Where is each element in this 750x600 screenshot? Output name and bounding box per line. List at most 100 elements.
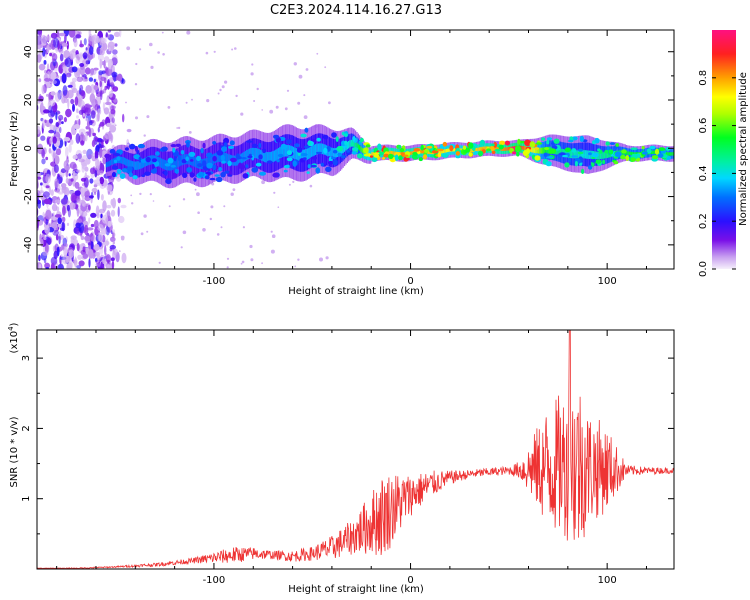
heatmap-noise-cell xyxy=(99,176,105,185)
heatmap-noise-cell xyxy=(77,254,82,260)
colorbar-gradient xyxy=(712,30,736,269)
heatmap-blob-cell xyxy=(377,151,384,156)
heatmap-noise-cell xyxy=(108,175,115,184)
heatmap-noise-cell xyxy=(37,190,41,199)
heatmap-blob-cell xyxy=(388,153,394,160)
heatmap-blob-cell xyxy=(193,177,197,182)
heatmap-core-cell xyxy=(207,157,209,168)
heatmap-core-cell xyxy=(484,146,486,150)
heatmap-blob-cell xyxy=(300,153,308,157)
heatmap-blob-cell xyxy=(328,160,334,165)
heatmap-sparse-cell xyxy=(130,194,133,197)
heatmap-core-cell xyxy=(555,147,558,155)
snr-series-line xyxy=(37,330,674,569)
heatmap-core-cell xyxy=(605,152,607,159)
heatmap-noise-cell xyxy=(117,206,120,217)
heatmap-sparse-cell xyxy=(230,192,234,196)
heatmap-noise-cell xyxy=(82,112,85,117)
heatmap-blob-cell xyxy=(479,139,485,146)
heatmap-core-cell xyxy=(220,151,222,162)
heatmap-blob-cell xyxy=(336,145,344,152)
heatmap-sparse-cell xyxy=(126,143,129,146)
heatmap-noise-cell xyxy=(41,148,46,159)
heatmap-noise-cell xyxy=(99,58,103,69)
heatmap-blob-cell xyxy=(204,175,210,180)
heatmap-sparse-cell xyxy=(292,180,295,183)
heatmap-blob-cell xyxy=(326,145,331,152)
heatmap-noise-cell xyxy=(57,173,60,178)
heatmap-sparse-cell xyxy=(319,257,323,262)
heatmap-core-cell xyxy=(572,150,574,159)
heatmap-core-cell xyxy=(478,147,481,151)
heatmap-core-cell xyxy=(390,150,392,155)
heatmap-core-cell xyxy=(250,148,252,159)
spectrogram-ticks: -100 0 100 -40 -20 0 20 40 xyxy=(23,30,674,287)
heatmap-blob-cell xyxy=(283,169,288,173)
heatmap-noise-cell xyxy=(79,90,85,97)
heatmap-core-cell xyxy=(415,150,417,154)
heatmap-blob-cell xyxy=(177,154,181,161)
heatmap-noise-cell xyxy=(85,60,90,65)
heatmap-core-cell xyxy=(601,152,603,159)
heatmap-blob-cell xyxy=(426,145,433,149)
y-tick-label: 3 xyxy=(21,355,32,361)
heatmap-blob-cell xyxy=(181,159,187,164)
snr-ticks: -100 0 100 1 2 3 xyxy=(21,330,674,586)
heatmap-core-cell xyxy=(209,156,211,167)
heatmap-blob-cell xyxy=(134,146,139,152)
heatmap-sparse-cell xyxy=(224,80,228,84)
heatmap-blob-cell xyxy=(315,167,321,174)
heatmap-sparse-cell xyxy=(211,182,215,186)
heatmap-core-cell xyxy=(445,149,447,153)
heatmap-blob-cell xyxy=(129,143,136,150)
heatmap-blob-cell xyxy=(514,145,522,152)
heatmap-core-cell xyxy=(180,155,182,166)
heatmap-noise-cell xyxy=(78,128,86,135)
heatmap-blob-cell xyxy=(455,151,460,156)
heatmap-sparse-cell xyxy=(253,100,256,102)
heatmap-core-cell xyxy=(328,146,331,157)
heatmap-noise-cell xyxy=(50,71,57,80)
heatmap-noise-cell xyxy=(104,245,107,256)
heatmap-noise-cell xyxy=(100,76,106,81)
heatmap-noise-cell xyxy=(63,116,67,123)
heatmap-noise-cell xyxy=(100,37,107,44)
heatmap-blob-cell xyxy=(524,139,532,146)
heatmap-blob-cell xyxy=(255,162,262,167)
heatmap-core-cell xyxy=(410,151,412,155)
heatmap-core-cell xyxy=(112,158,114,165)
heatmap-noise-cell xyxy=(88,127,92,138)
heatmap-noise-cell xyxy=(84,190,90,198)
heatmap-noise-cell xyxy=(106,210,111,218)
heatmap-blob-cell xyxy=(526,148,530,155)
heatmap-core-cell xyxy=(272,151,274,163)
heatmap-core-cell xyxy=(109,160,112,166)
heatmap-noise-cell xyxy=(45,218,49,226)
heatmap-noise-cell xyxy=(113,31,121,38)
heatmap-blob-cell xyxy=(170,144,177,148)
heatmap-sparse-cell xyxy=(250,72,254,76)
heatmap-core-cell xyxy=(493,146,496,151)
heatmap-noise-cell xyxy=(78,260,85,267)
heatmap-blob-cell xyxy=(172,147,176,153)
heatmap-core-cell xyxy=(496,147,498,151)
heatmap-blob-cell xyxy=(382,157,386,160)
heatmap-core-cell xyxy=(543,147,545,154)
heatmap-sparse-cell xyxy=(293,62,297,66)
heatmap-noise-cell xyxy=(65,108,72,118)
heatmap-blob-cell xyxy=(468,152,473,157)
heatmap-core-cell xyxy=(332,148,335,159)
heatmap-noise-cell xyxy=(85,117,89,122)
heatmap-blob-cell xyxy=(574,161,579,167)
heatmap-core-cell xyxy=(156,156,158,166)
heatmap-noise-cell xyxy=(37,54,42,63)
heatmap-noise-cell xyxy=(45,209,52,220)
heatmap-noise-cell xyxy=(97,189,100,201)
heatmap-blob-cell xyxy=(227,160,232,167)
heatmap-sparse-cell xyxy=(226,257,230,260)
heatmap-noise-cell xyxy=(48,129,55,134)
heatmap-noise-cell xyxy=(105,225,110,236)
heatmap-sparse-cell xyxy=(126,46,131,51)
heatmap-blob-cell xyxy=(286,157,293,162)
heatmap-blob-cell xyxy=(504,140,510,146)
